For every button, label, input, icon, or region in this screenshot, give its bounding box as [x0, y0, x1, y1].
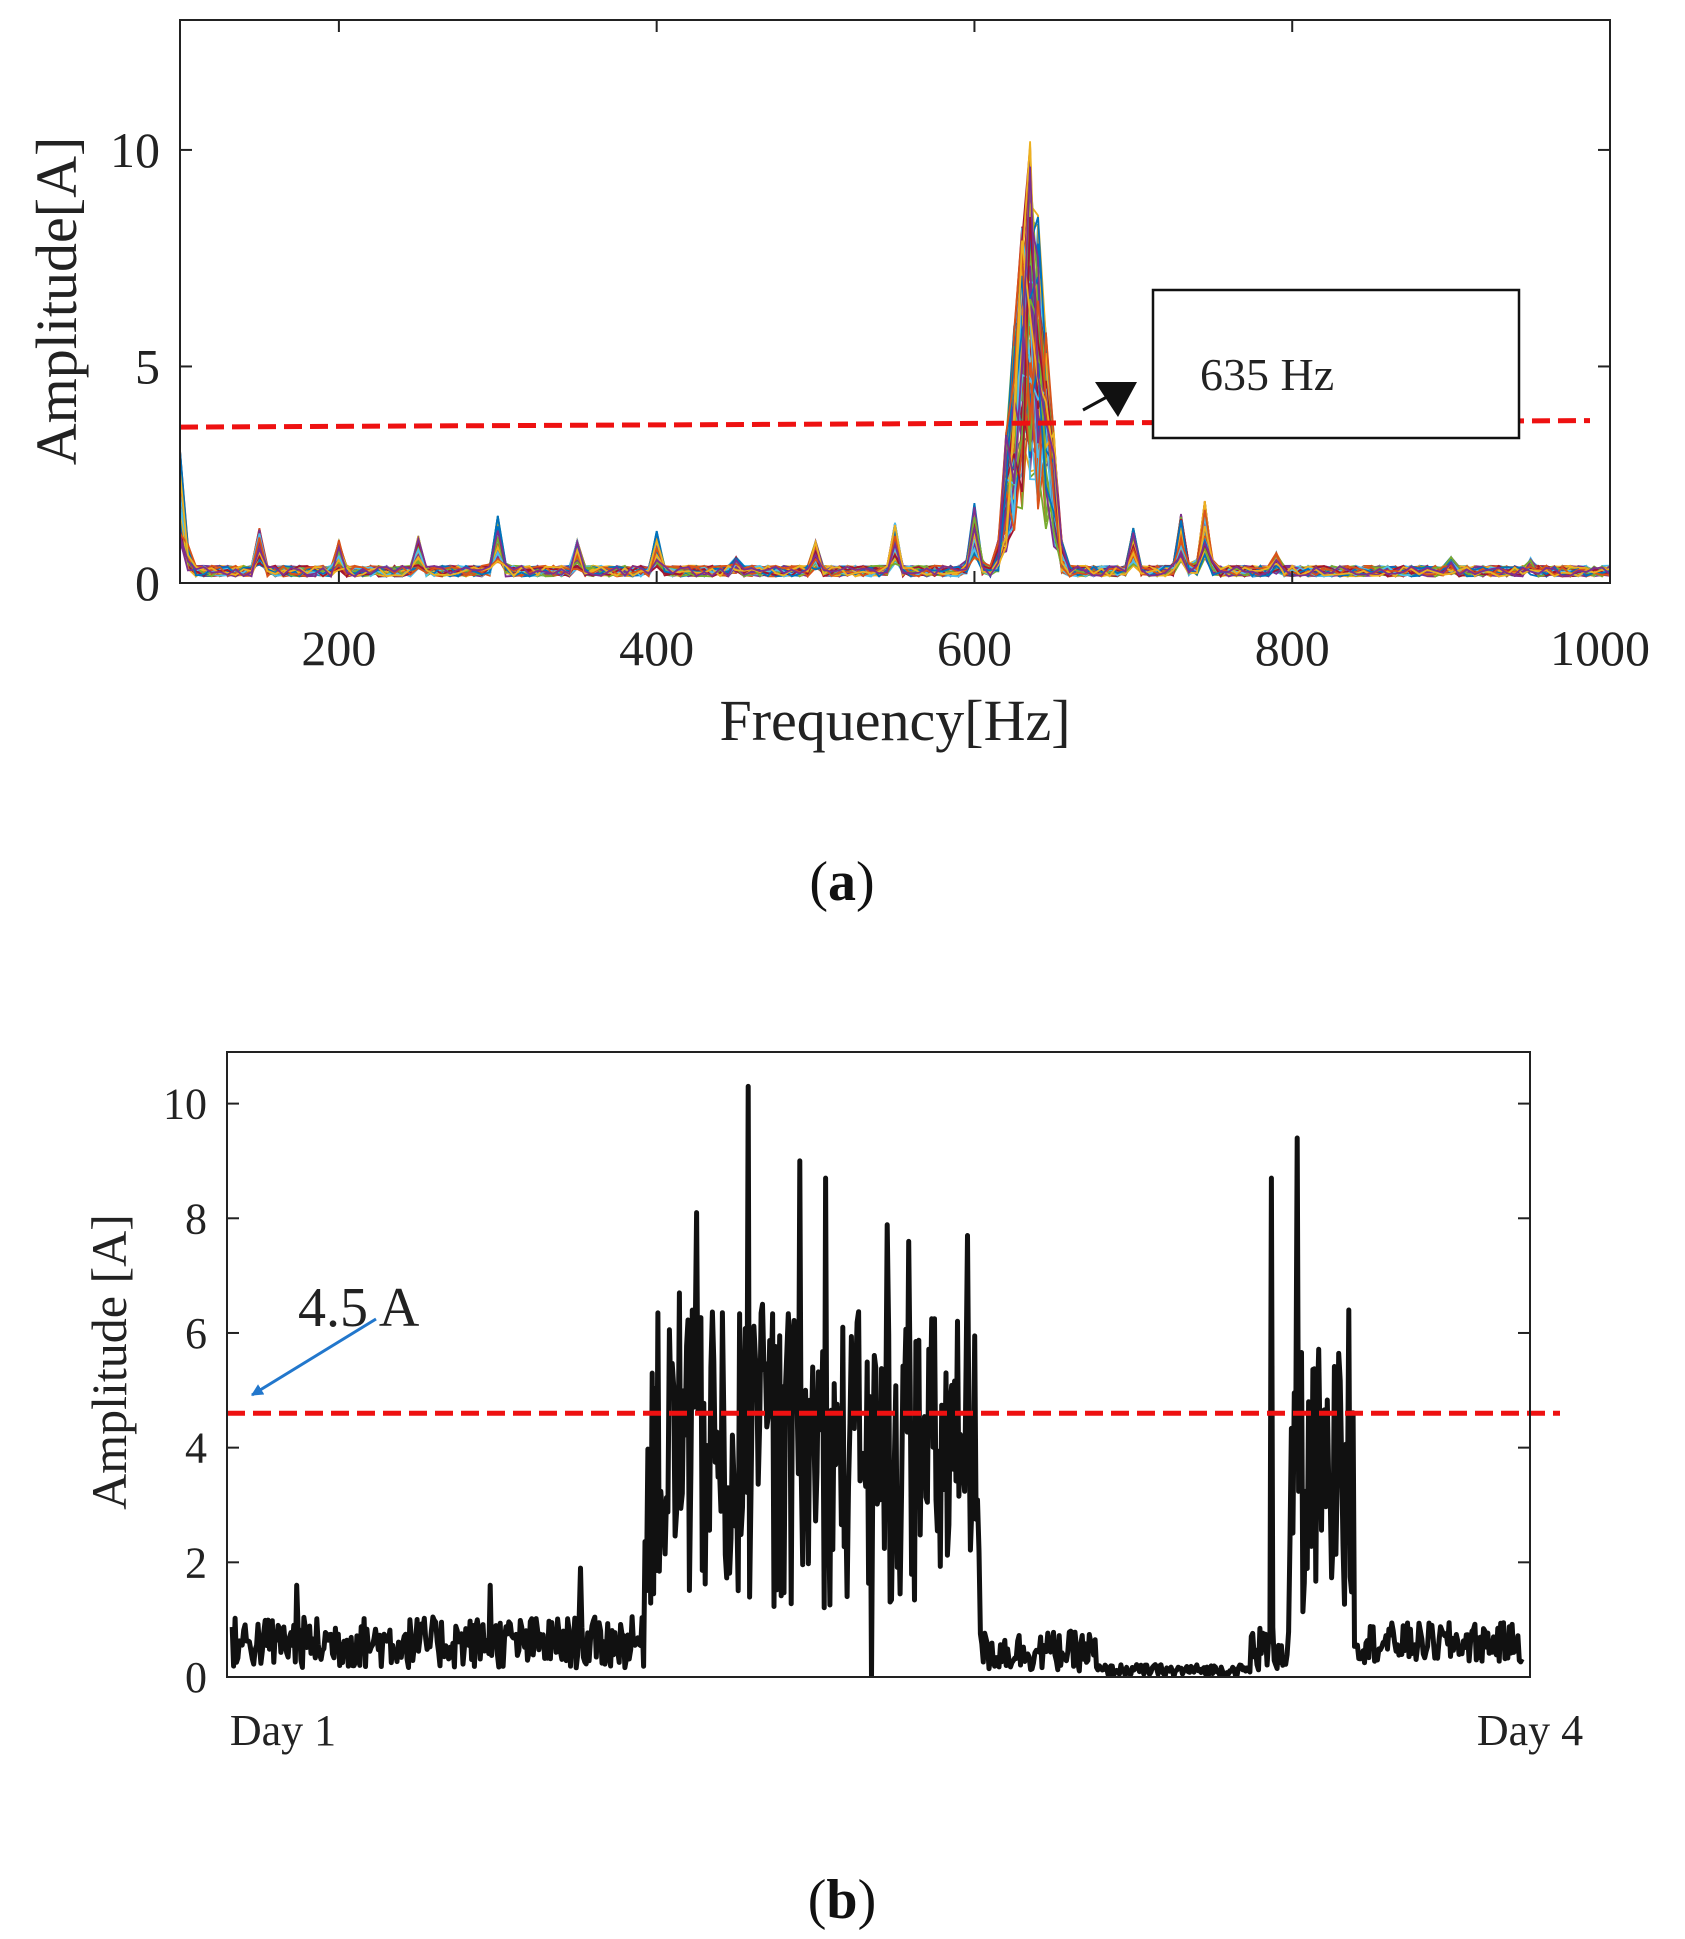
annotation-arrow-b	[250, 1317, 377, 1397]
caption-a-letter: a	[828, 851, 856, 913]
amplitude-series-line	[229, 1083, 1525, 1677]
spectrum-series-line	[180, 166, 1610, 579]
y-tick-label-b: 4	[185, 1424, 207, 1473]
plot-frame-a	[179, 19, 1611, 584]
annotation-box	[1151, 288, 1521, 440]
y-tick-label-b: 10	[163, 1080, 207, 1129]
y-tick-label-b: 2	[185, 1538, 207, 1587]
x-tick-label-a: 200	[301, 620, 376, 676]
annotation-arrowhead	[1095, 382, 1137, 417]
y-tick-label-a: 10	[110, 122, 160, 178]
caption-b: (b)	[808, 1869, 876, 1931]
caption-b-letter: b	[826, 1869, 857, 1931]
spectrum-series-line	[180, 240, 1610, 578]
x-tick-label-a: 400	[619, 620, 694, 676]
annotation-label-a: 635 Hz	[1200, 349, 1334, 400]
y-tick-label-b: 0	[185, 1653, 207, 1702]
y-axis-label-b: Amplitude [A]	[81, 1214, 137, 1510]
x-axis-label-a: Frequency[Hz]	[719, 688, 1070, 753]
x-tick-label-a: 600	[937, 620, 1012, 676]
x-tick-label-day4: Day 4	[1477, 1706, 1583, 1755]
svg-text:(b): (b)	[808, 1869, 876, 1931]
x-tick-label-a: 800	[1255, 620, 1330, 676]
x-tick-label-a: 1000	[1550, 620, 1650, 676]
x-tick-label-day1: Day 1	[230, 1706, 336, 1755]
y-tick-label-b: 6	[185, 1309, 207, 1358]
y-tick-label-b: 8	[185, 1194, 207, 1243]
y-axis-label-a: Amplitude[A]	[24, 137, 89, 466]
spectrum-chart: 200 400 600 800 1000 0 5 10 Frequency[Hz] Ampl…	[24, 19, 1650, 753]
plot-frame-b	[226, 1051, 1531, 1678]
y-tick-label-a: 5	[135, 338, 160, 394]
y-tick-label-a: 0	[135, 555, 160, 611]
caption-a: (a)	[809, 851, 874, 913]
svg-text:(a): (a)	[809, 851, 874, 913]
